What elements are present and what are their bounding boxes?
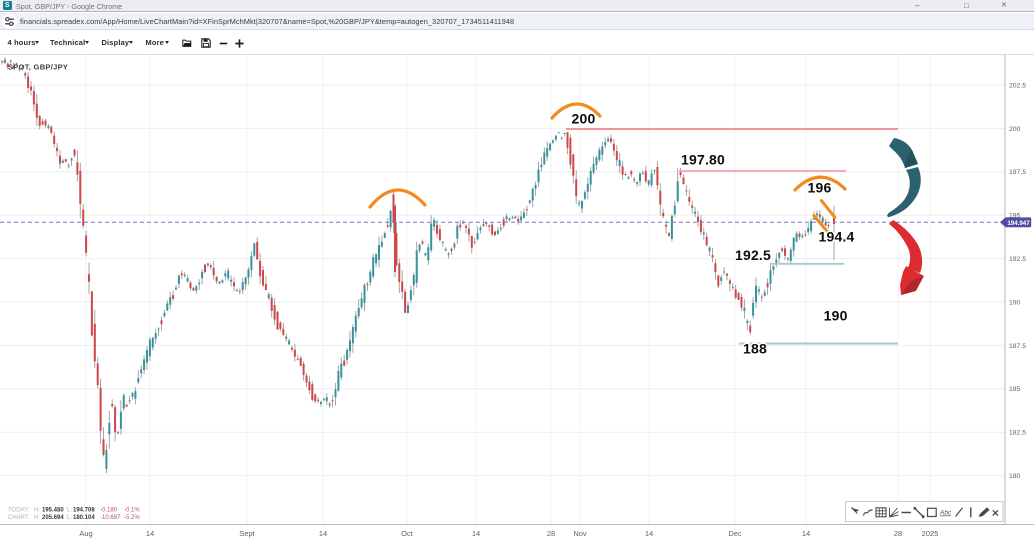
- svg-text:-10.697: -10.697: [100, 515, 121, 521]
- svg-text:194.4: 194.4: [818, 229, 854, 245]
- svg-text:14: 14: [645, 529, 653, 538]
- svg-text:Aug: Aug: [79, 529, 92, 538]
- svg-text:L:: L:: [67, 515, 72, 521]
- svg-text:188: 188: [743, 341, 767, 357]
- svg-text:182.5: 182.5: [1009, 430, 1026, 437]
- svg-text:180: 180: [1009, 473, 1021, 480]
- svg-text:Abc: Abc: [939, 510, 952, 517]
- svg-text:190: 190: [1009, 299, 1021, 306]
- svg-text:197.5: 197.5: [1009, 169, 1026, 176]
- svg-text:200: 200: [1009, 126, 1021, 133]
- svg-text:205.694: 205.694: [42, 515, 64, 521]
- svg-text:194.708: 194.708: [73, 507, 95, 513]
- svg-text:-0.1%: -0.1%: [124, 507, 140, 513]
- svg-text:L:: L:: [67, 507, 72, 513]
- svg-text:190: 190: [824, 308, 848, 324]
- svg-text:197.80: 197.80: [681, 152, 725, 168]
- svg-text:28: 28: [894, 529, 902, 538]
- svg-text:TODAY:: TODAY:: [8, 507, 30, 513]
- svg-text:200: 200: [572, 111, 596, 127]
- svg-text:-0.180: -0.180: [100, 507, 118, 513]
- svg-text:14: 14: [802, 529, 810, 538]
- svg-text:192.5: 192.5: [1009, 256, 1026, 263]
- svg-text:H:: H:: [34, 507, 40, 513]
- svg-text:187.5: 187.5: [1009, 343, 1026, 350]
- svg-text:Nov: Nov: [573, 529, 587, 538]
- svg-text:H:: H:: [34, 515, 40, 521]
- svg-text:Dec: Dec: [728, 529, 742, 538]
- svg-text:-5.2%: -5.2%: [124, 515, 140, 521]
- svg-text:180.104: 180.104: [73, 515, 95, 521]
- svg-text:195.480: 195.480: [42, 507, 64, 513]
- svg-text:Oct: Oct: [401, 529, 414, 538]
- svg-text:SPOT, GBP/JPY: SPOT, GBP/JPY: [8, 63, 68, 72]
- svg-text:185: 185: [1009, 386, 1021, 393]
- svg-text:14: 14: [472, 529, 480, 538]
- svg-text:28: 28: [547, 529, 555, 538]
- svg-text:196: 196: [808, 180, 832, 196]
- svg-text:2025: 2025: [922, 529, 939, 538]
- svg-text:195: 195: [1009, 213, 1021, 220]
- svg-text:Sept: Sept: [239, 529, 255, 538]
- svg-text:194.947: 194.947: [1007, 220, 1030, 227]
- svg-text:192.5: 192.5: [735, 247, 771, 263]
- svg-text:14: 14: [319, 529, 327, 538]
- svg-text:202.5: 202.5: [1009, 82, 1026, 89]
- svg-text:CHART:: CHART:: [8, 515, 30, 521]
- svg-text:14: 14: [146, 529, 154, 538]
